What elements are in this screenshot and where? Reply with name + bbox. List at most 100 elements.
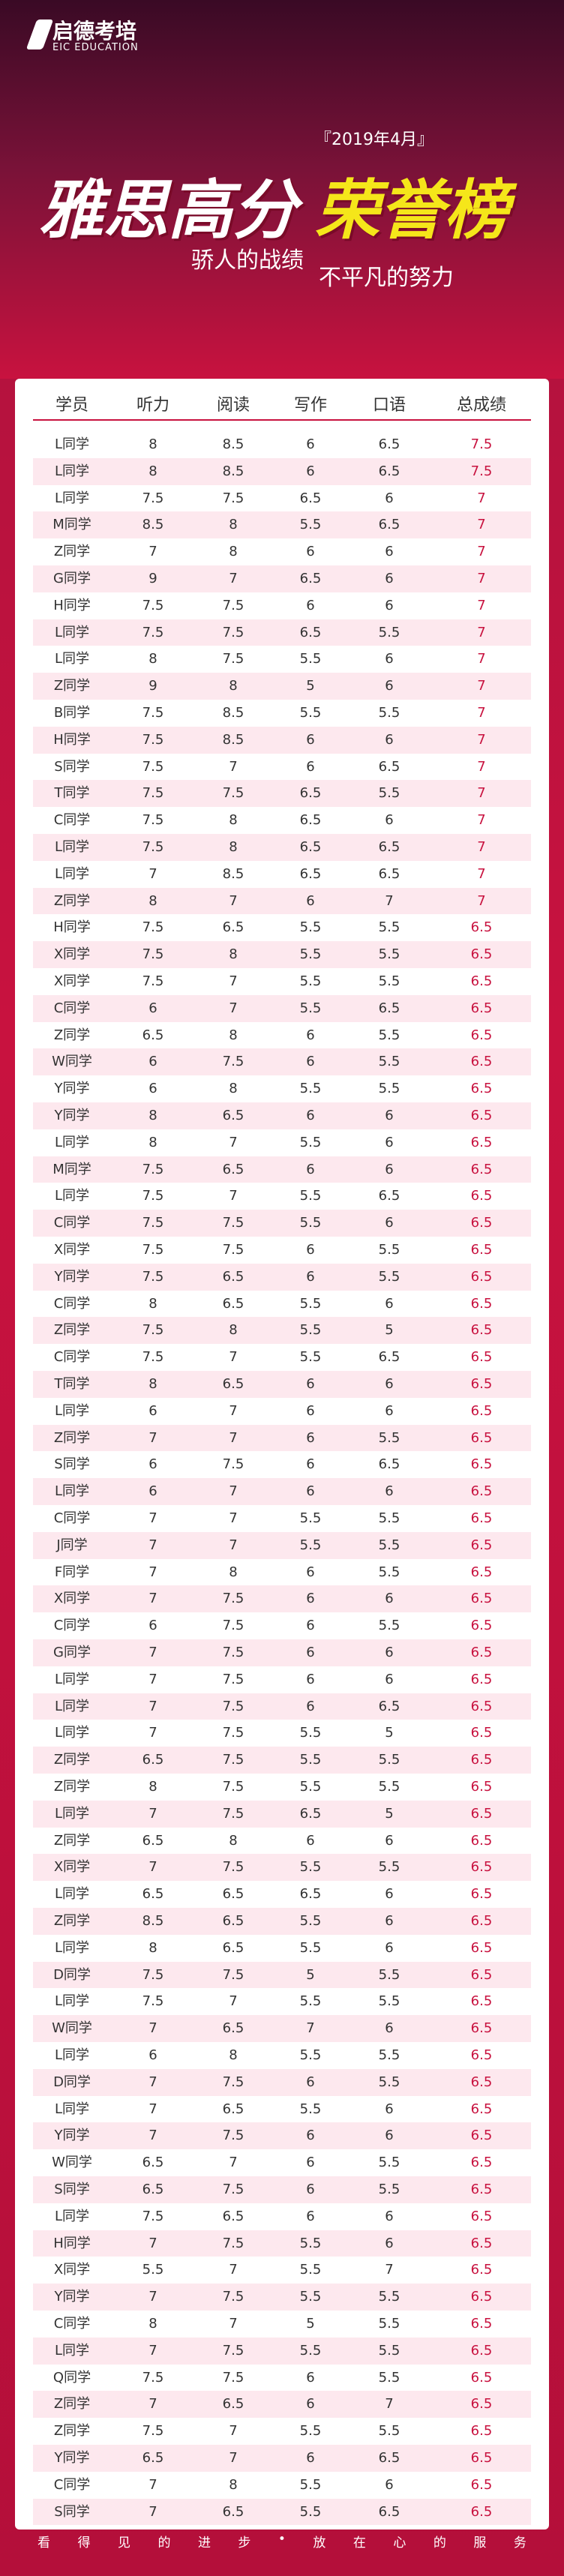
table-cell: 7.5 [142,731,164,748]
table-cell: 6.5 [378,1698,400,1714]
table-cell: T同学 [54,785,90,802]
table-cell: 6.5 [142,2450,164,2466]
table-row: L同学 7 7.5 5.5 5.5 6.5 [33,2337,531,2365]
table-row: C同学 8 7 5 5.5 6.5 [33,2311,531,2338]
table-cell: 6 [148,1000,158,1016]
table-cell: 6.5 [470,1591,493,1607]
table-cell: L同学 [54,436,90,452]
table-row: D同学 7.5 7.5 5 5.5 6.5 [33,1961,531,1989]
table-cell: 7 [477,839,486,855]
table-cell: 6.5 [142,1832,164,1849]
table-cell: Z同学 [53,544,91,560]
table-cell: 6 [385,1913,394,1929]
table-cell: 8.5 [222,436,244,452]
table-cell: 6 [306,1564,315,1580]
table-row: Z同学 7 6.5 6 7 6.5 [33,2391,531,2419]
table-row: C同学 7.5 8 6.5 6 7 [33,807,531,834]
table-cell: 8 [148,1939,158,1956]
table-cell: 6.5 [470,1081,493,1097]
table-cell: 6.5 [222,2503,244,2520]
table-cell: 5.5 [299,1081,322,1097]
table-cell: 5.5 [378,2316,400,2332]
table-cell: 6.5 [470,1161,493,1177]
table-cell: 6.5 [470,2020,493,2037]
table-cell: 6 [385,1108,394,1123]
table-cell: 6.5 [470,2342,493,2359]
footer-char: 得 [77,2536,91,2551]
table-cell: 6 [306,2396,315,2413]
table-cell: 6.5 [470,1268,493,1285]
table-row: J同学 7 7 5.5 5.5 6.5 [33,1531,531,1559]
table-cell: C同学 [53,2476,91,2493]
table-row: Z同学 6.5 8 6 6 6.5 [33,1828,531,1855]
table-cell: 7 [477,490,486,506]
table-cell: 7.5 [222,2342,244,2359]
table-cell: L同学 [54,463,90,479]
table-cell: M同学 [52,1161,92,1177]
table-row: H同学 7.5 6.5 5.5 5.5 6.5 [33,914,531,941]
table-cell: Z同学 [53,678,91,694]
table-cell: L同学 [54,2047,90,2063]
table-cell: 6 [306,1671,315,1687]
table-cell: 5.5 [378,2423,400,2440]
table-cell: D同学 [53,2074,91,2090]
table-cell: 7 [229,2262,238,2278]
title-highlight: 荣誉榜 [315,173,508,248]
table-cell: 7 [385,892,394,909]
table-row: Z同学 7 7 6 5.5 6.5 [33,1424,531,1452]
table-row: X同学 7 7.5 5.5 5.5 6.5 [33,1854,531,1882]
table-cell: 6.5 [378,1000,400,1016]
table-cell: 7 [229,1402,238,1419]
table-cell: 6.5 [470,2423,493,2440]
table-cell: 6 [306,1402,315,1419]
table-row: B同学 7.5 8.5 5.5 5.5 7 [33,700,531,727]
table-cell: 5.5 [299,2235,322,2251]
footer-char: 看 [38,2536,50,2551]
table-cell: 5.5 [378,2342,400,2359]
table-cell: 6.5 [470,1134,493,1150]
table-cell: 6 [306,2155,315,2171]
table-cell: 7 [148,2396,158,2413]
table-cell: 6 [385,1886,394,1903]
table-cell: 7 [148,1510,158,1526]
table-cell: 5.5 [299,651,322,667]
table-cell: 5.5 [299,1779,322,1795]
table-cell: 8.5 [142,1913,164,1929]
table-row: Y同学 8 6.5 6 6 6.5 [33,1102,531,1129]
table-cell: X同学 [53,1242,91,1258]
table-cell: 8.5 [142,517,164,533]
table-row: Y同学 7.5 6.5 6 5.5 6.5 [33,1263,531,1291]
table-cell: 6 [385,597,394,613]
table-cell: 6 [385,1939,394,1956]
date: 『2019年4月』 [315,130,434,149]
table-cell: W同学 [52,1054,92,1070]
table-cell: 5 [306,678,315,694]
table-cell: L同学 [54,1671,90,1687]
table-row: L同学 8 8.5 6 6.5 7.5 [33,457,531,485]
table-cell: 6.5 [470,2155,493,2171]
table-cell: 6 [385,1832,394,1849]
table-cell: 6.5 [470,1000,493,1016]
table-cell: 5.5 [299,1188,322,1204]
table-cell: 8.5 [222,463,244,479]
table-row: L同学 6 8 5.5 5.5 6.5 [33,2042,531,2069]
table-cell: 6 [148,1402,158,1419]
table-row: X同学 7.5 7.5 6 5.5 6.5 [33,1237,531,1264]
table-cell: 5.5 [299,2101,322,2117]
table-cell: 6.5 [222,2396,244,2413]
table-cell: 6.5 [470,2101,493,2117]
slogan: 不平凡的努力 [319,265,454,291]
table-cell: 6 [148,1054,158,1070]
table-cell: 6.5 [470,1510,493,1526]
table-cell: 5.5 [378,624,400,640]
footer-char: 服 [473,2536,487,2551]
table-cell: 6 [306,1483,315,1500]
table-cell: 6.5 [470,1993,493,2010]
table-cell: 7 [477,597,486,613]
table-row: Z同学 7 8 6 6 7 [33,538,531,565]
table-cell: 5.5 [378,1081,400,1097]
table-cell: 8 [229,1322,238,1339]
table-cell: 6.5 [470,1295,493,1312]
table-cell: 6.5 [378,2450,400,2466]
